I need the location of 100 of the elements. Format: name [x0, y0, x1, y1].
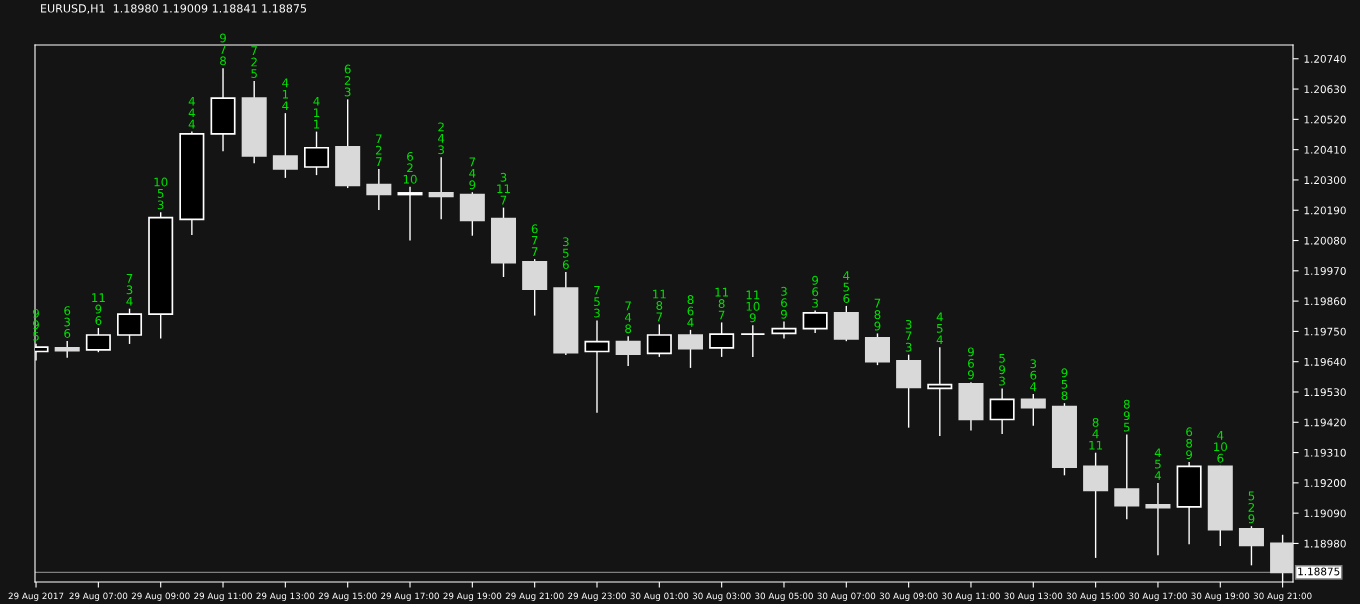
x-tick-label: 30 Aug 13:00: [1004, 592, 1063, 601]
candlestick: [1238, 526, 1264, 566]
annotation: 7 2 7: [375, 134, 382, 166]
x-tick-label: 29 Aug 23:00: [568, 592, 626, 601]
candlestick: [646, 324, 672, 357]
candlestick: [303, 131, 330, 176]
y-tick-label: 1.19860: [1304, 297, 1346, 306]
candlestick: [1083, 452, 1109, 558]
candlestick: [864, 333, 890, 366]
y-tick-label: 1.19310: [1304, 448, 1346, 457]
annotation: 3 5 6: [562, 237, 569, 270]
y-tick-label: 1.20630: [1304, 85, 1346, 94]
annotation: 6 7 7: [531, 224, 538, 256]
y-tick-label: 1.19200: [1304, 479, 1346, 487]
ref-line-label: 1.18875: [1298, 567, 1340, 576]
annotation: 6 2 10: [403, 151, 417, 184]
x-tick-label: 29 Aug 15:00: [318, 592, 377, 601]
annotation: 3 6 4: [1030, 359, 1037, 391]
candlestick: [677, 329, 704, 368]
x-tick-label: 30 Aug 17:00: [1129, 592, 1187, 601]
annotation: 6 8 9: [1186, 427, 1193, 460]
candlestick: [615, 336, 641, 366]
annotation: 10 5 3: [154, 177, 168, 210]
annotation: 3 7 3: [905, 319, 912, 352]
x-tick-label: 29 Aug 21:00: [505, 592, 564, 601]
candlestick: [740, 325, 766, 357]
candlestick: [1020, 394, 1046, 426]
candlestick: [771, 321, 797, 339]
y-tick-label: 1.20300: [1304, 176, 1346, 185]
annotation: 11 8 7: [715, 287, 729, 320]
y-tick-label: 1.19640: [1304, 357, 1346, 366]
annotation: 4 1 1: [313, 96, 320, 129]
annotation: 3 6 9: [780, 286, 787, 319]
x-tick-label: 30 Aug 21:00: [1253, 592, 1312, 601]
annotation: 4 4 4: [188, 96, 195, 129]
candlestick: [117, 308, 143, 344]
candlestick: [85, 327, 111, 353]
x-tick-label: 30 Aug 03:00: [692, 592, 751, 601]
annotation: 8 6 4: [687, 295, 694, 327]
y-tick-label: 1.20080: [1304, 236, 1346, 245]
x-tick-label: 30 Aug 01:00: [630, 592, 689, 601]
x-tick-label: 29 Aug 07:00: [69, 592, 128, 601]
y-tick-label: 1.20740: [1304, 55, 1346, 63]
annotation: 7 3 4: [126, 274, 133, 306]
annotation: 5 2 9: [1248, 491, 1255, 524]
annotation: 5 9 3: [999, 353, 1006, 386]
y-tick-label: 1.19970: [1304, 267, 1346, 275]
x-tick-label: 29 Aug 17:00: [381, 592, 439, 601]
annotation: 7 5 3: [594, 285, 600, 318]
x-tick-label: 29 Aug 11:00: [194, 592, 252, 601]
candlestick: [989, 388, 1015, 434]
y-tick-label: 1.18980: [1304, 539, 1346, 548]
annotation: 7 4 8: [624, 301, 632, 334]
y-tick-label: 1.19090: [1304, 509, 1346, 518]
x-tick-label: 29 Aug 09:00: [131, 592, 190, 601]
candlestick: [1145, 482, 1171, 556]
candlestick: [802, 310, 828, 333]
candlestick: [366, 169, 392, 211]
x-tick-label: 29 Aug 13:00: [256, 592, 315, 601]
annotation: 11 10 9: [746, 290, 760, 323]
candlestick: [584, 320, 610, 413]
candlestick: [709, 322, 735, 357]
annotation: 4 5 6: [843, 271, 850, 303]
annotation: 7 4 9: [469, 157, 476, 190]
y-tick-label: 1.20520: [1304, 115, 1346, 124]
annotation: 9 7 8: [220, 33, 226, 66]
annotation: 8 4 11: [1089, 417, 1103, 450]
annotation: 9 6 9: [967, 347, 974, 380]
x-tick-label: 30 Aug 11:00: [942, 592, 1000, 601]
annotation: 7 8 9: [874, 298, 881, 331]
y-tick-label: 1.19750: [1304, 327, 1346, 336]
x-tick-label: 30 Aug 07:00: [817, 592, 876, 601]
annotation: 4 1 4: [282, 78, 289, 110]
x-tick-label: 30 Aug 05:00: [755, 592, 813, 601]
y-tick-label: 1.19420: [1304, 418, 1346, 427]
candlestick: [397, 186, 423, 241]
x-tick-label: 29 Aug 19:00: [443, 592, 502, 601]
annotation: 4 10 6: [1214, 431, 1228, 463]
annotation: 7 2 5: [251, 46, 257, 78]
annotation: 9 6 3: [812, 275, 819, 308]
candlestick: [272, 113, 298, 178]
annotation: 6 3 6: [64, 306, 71, 338]
x-tick-label: 30 Aug 15:00: [1066, 592, 1125, 601]
annotation: 6 2 3: [344, 64, 351, 97]
annotation: 11 9 6: [92, 293, 105, 325]
x-tick-label: 30 Aug 19:00: [1191, 592, 1250, 601]
candlestick: [1114, 434, 1140, 520]
annotation: 4 5 4: [1154, 448, 1162, 480]
candlestick: [428, 157, 454, 220]
annotation: 4 5 4: [936, 312, 943, 345]
x-tick-label: 30 Aug 09:00: [879, 592, 938, 601]
chart-title: EURUSD,H1 1.18980 1.19009 1.18841 1.18875: [41, 4, 307, 14]
y-tick-label: 1.19530: [1304, 388, 1346, 397]
annotation: 11 8 7: [653, 289, 666, 322]
y-tick-label: 1.20410: [1304, 145, 1346, 154]
annotation: 8 9 5: [1123, 399, 1130, 432]
annotation: 2 4 3: [438, 122, 445, 155]
candlestick: [927, 347, 953, 436]
annotation: 9 5 8: [1061, 368, 1068, 401]
y-tick-label: 1.20190: [1304, 206, 1346, 215]
